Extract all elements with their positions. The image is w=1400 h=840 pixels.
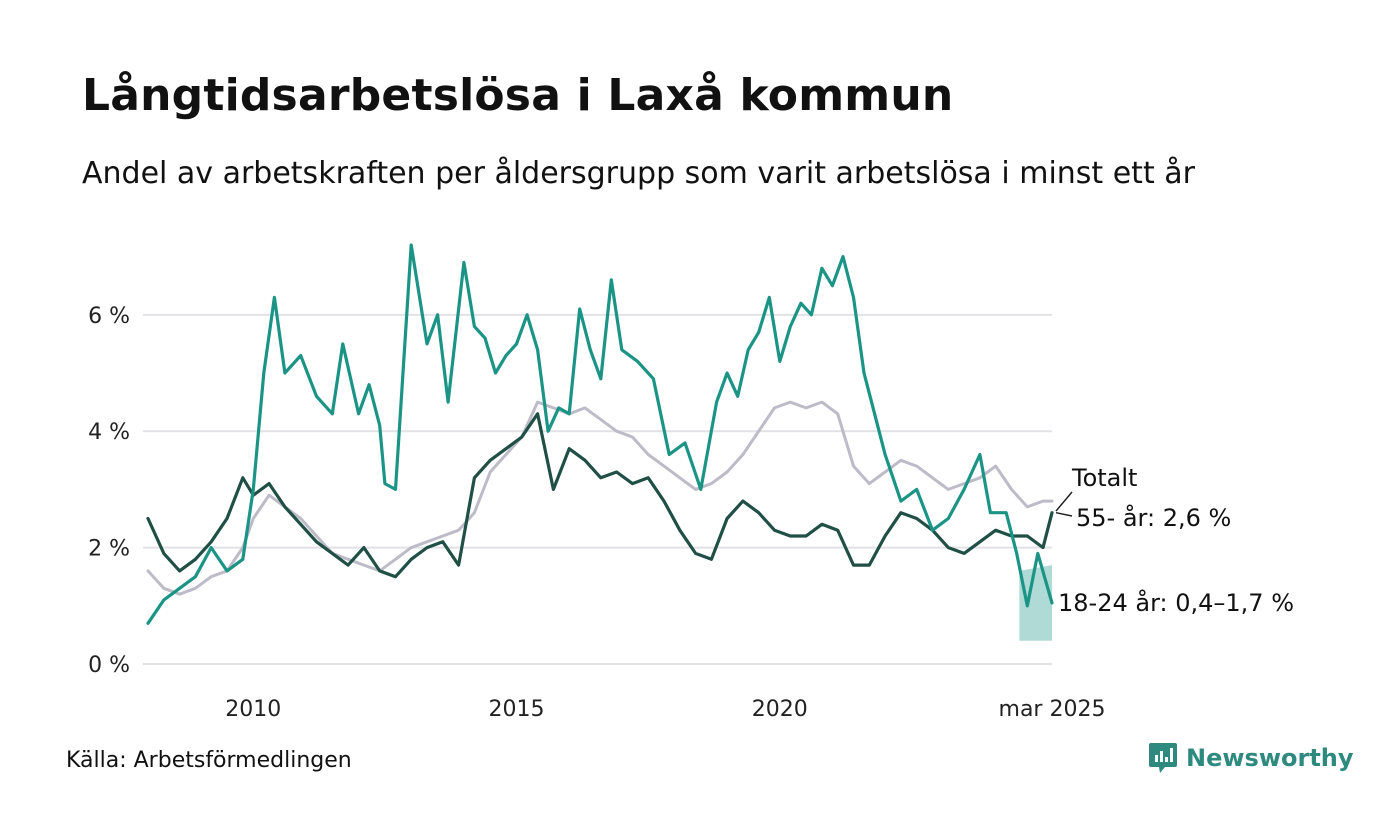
label-layer: 0 % 2 % 4 % 6 % 2010 2015 2020 mar 2025 Totalt 55… [88, 304, 1294, 722]
series-line-age55 [146, 412, 1054, 579]
band-layer [1019, 565, 1052, 641]
series-line-total [146, 400, 1054, 596]
y-tick-label: 2 % [88, 537, 130, 562]
series-line-age1824 [146, 243, 1054, 625]
brand-name: Newsworthy [1186, 744, 1354, 772]
y-tick-label: 0 % [88, 653, 130, 678]
connector-total [1055, 491, 1073, 512]
x-tick-label: 2015 [489, 697, 545, 722]
y-tick-label: 6 % [88, 304, 130, 329]
connector-55 [1055, 511, 1073, 517]
grid-layer [143, 313, 1052, 665]
source-note: Källa: Arbetsförmedlingen [66, 748, 352, 773]
chart-subtitle: Andel av arbetskraften per åldersgrupp s… [82, 156, 1195, 191]
chart-title: Långtidsarbetslösa i Laxå kommun [82, 70, 954, 121]
x-tick-label: 2010 [225, 697, 281, 722]
newsworthy-logo-icon [1149, 743, 1177, 773]
brand-logo: Newsworthy [1148, 742, 1354, 774]
series-layer [146, 243, 1054, 625]
label-total: Totalt [1071, 464, 1137, 492]
uncertainty-band-18-24 [1019, 565, 1052, 641]
y-tick-label: 4 % [88, 420, 130, 445]
x-tick-label: 2020 [752, 697, 808, 722]
label-55: 55- år: 2,6 % [1076, 503, 1231, 532]
x-tick-label: mar 2025 [999, 697, 1106, 722]
label-18-24: 18-24 år: 0,4–1,7 % [1058, 588, 1294, 617]
